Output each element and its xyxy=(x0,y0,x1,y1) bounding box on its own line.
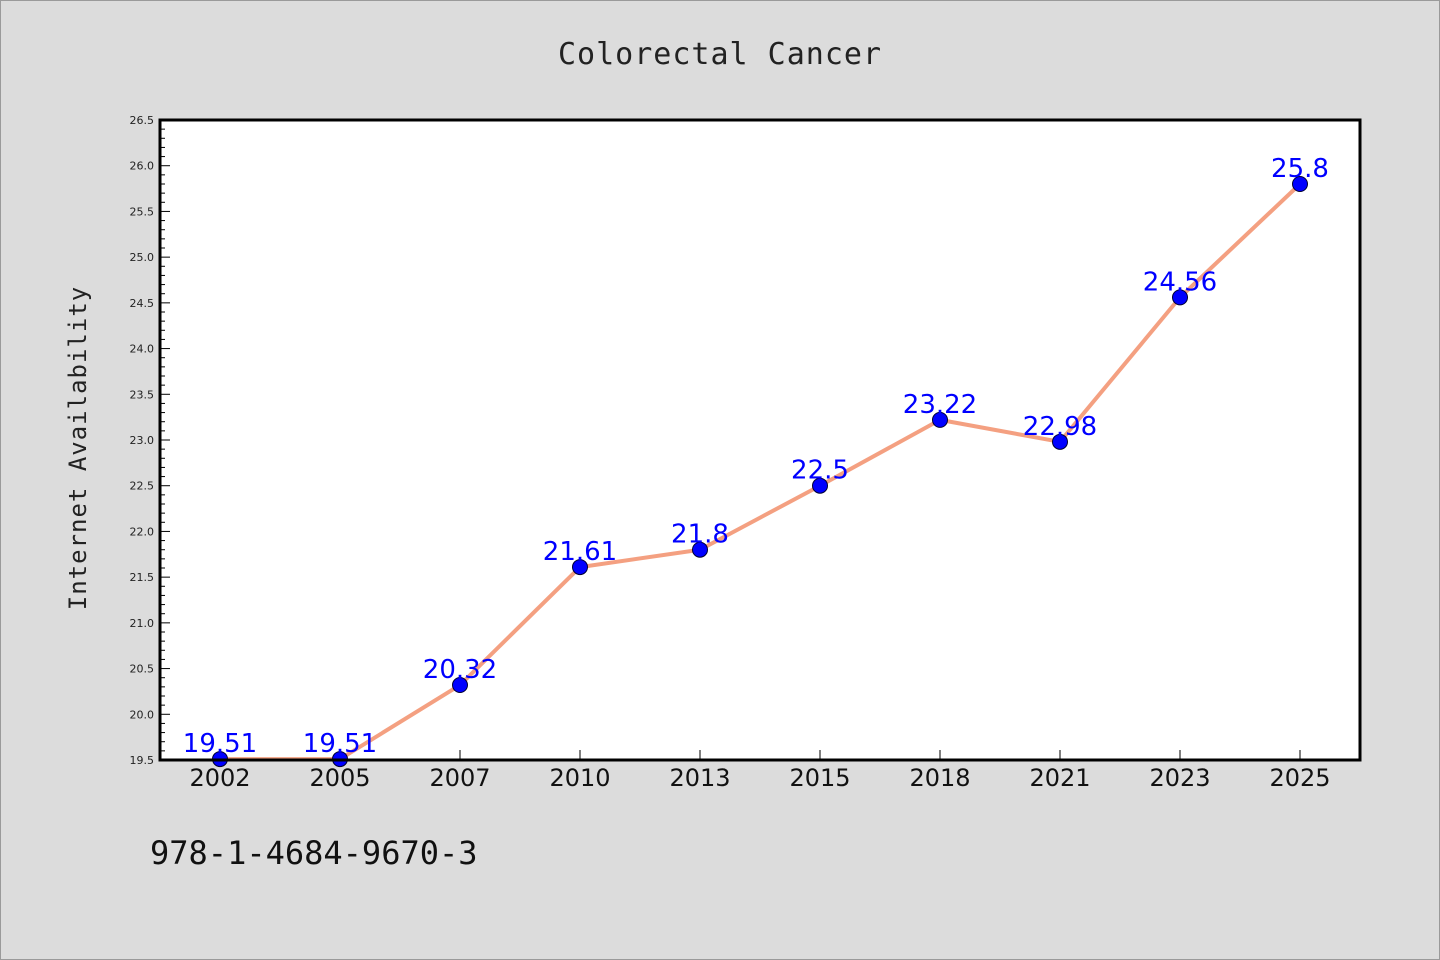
y-tick-label: 24.0 xyxy=(130,343,155,356)
data-point[interactable] xyxy=(572,559,588,576)
data-label: 19.51 xyxy=(183,729,257,759)
x-tick-label: 2010 xyxy=(549,764,610,792)
data-point[interactable] xyxy=(812,477,828,494)
data-point[interactable] xyxy=(932,411,948,428)
y-tick-label: 21.0 xyxy=(130,617,155,630)
data-label: 22.98 xyxy=(1023,412,1097,442)
y-tick-label: 26.0 xyxy=(130,160,155,173)
axis-tick-labels: 19.5 20.0 20.5 21.0 21.5 22.0 22.5 23.0 23.5 24.0… xyxy=(130,114,1331,792)
series-line xyxy=(220,182,1302,762)
data-label: 24.56 xyxy=(1143,267,1217,297)
y-tick-label: 26.5 xyxy=(130,114,155,127)
data-label: 19.51 xyxy=(303,729,377,759)
y-tick-label: 25.0 xyxy=(130,251,155,264)
data-labels: 19.51 19.51 20.32 21.61 21.8 22.5 23.22 22.98 24… xyxy=(183,154,1329,759)
y-tick-label: 23.5 xyxy=(130,388,155,401)
series-line-layer xyxy=(220,182,1302,762)
y-tick-label: 21.5 xyxy=(130,571,155,584)
x-tick-label: 2015 xyxy=(789,764,850,792)
x-tick-label: 2005 xyxy=(309,764,370,792)
data-point[interactable] xyxy=(1052,433,1068,450)
x-tick-label: 2021 xyxy=(1029,764,1090,792)
y-tick-label: 25.5 xyxy=(130,205,155,218)
data-point[interactable] xyxy=(692,541,708,558)
y-tick-label: 20.0 xyxy=(130,708,155,721)
data-point[interactable] xyxy=(1292,176,1308,192)
y-tick-label: 19.5 xyxy=(130,754,155,767)
y-tick-label: 20.5 xyxy=(130,663,155,676)
y-tick-label: 22.0 xyxy=(130,525,155,538)
x-tick-label: 2023 xyxy=(1149,764,1210,792)
data-label: 21.61 xyxy=(543,537,617,567)
data-points xyxy=(212,176,1308,768)
x-tick-label: 2025 xyxy=(1269,764,1330,792)
y-tick-label: 23.0 xyxy=(130,434,155,447)
x-tick-label: 2013 xyxy=(669,764,730,792)
data-point[interactable] xyxy=(1172,289,1188,306)
y-tick-label: 24.5 xyxy=(130,297,155,310)
plot-area xyxy=(160,120,1360,760)
x-tick-label: 2002 xyxy=(189,764,250,792)
isbn-text: 978-1-4684-9670-3 xyxy=(150,834,478,872)
data-label: 21.8 xyxy=(671,520,729,550)
data-label: 22.5 xyxy=(791,456,849,486)
data-label: 25.8 xyxy=(1271,154,1329,184)
data-label: 20.32 xyxy=(423,655,497,685)
chart-title: Colorectal Cancer xyxy=(558,37,882,72)
x-tick-label: 2007 xyxy=(429,764,490,792)
y-axis-label: Internet Availability xyxy=(64,286,92,610)
data-point[interactable] xyxy=(452,677,468,694)
y-tick-label: 22.5 xyxy=(130,480,155,493)
plot-border xyxy=(158,118,1362,762)
data-label: 23.22 xyxy=(903,390,977,420)
x-tick-label: 2018 xyxy=(909,764,970,792)
